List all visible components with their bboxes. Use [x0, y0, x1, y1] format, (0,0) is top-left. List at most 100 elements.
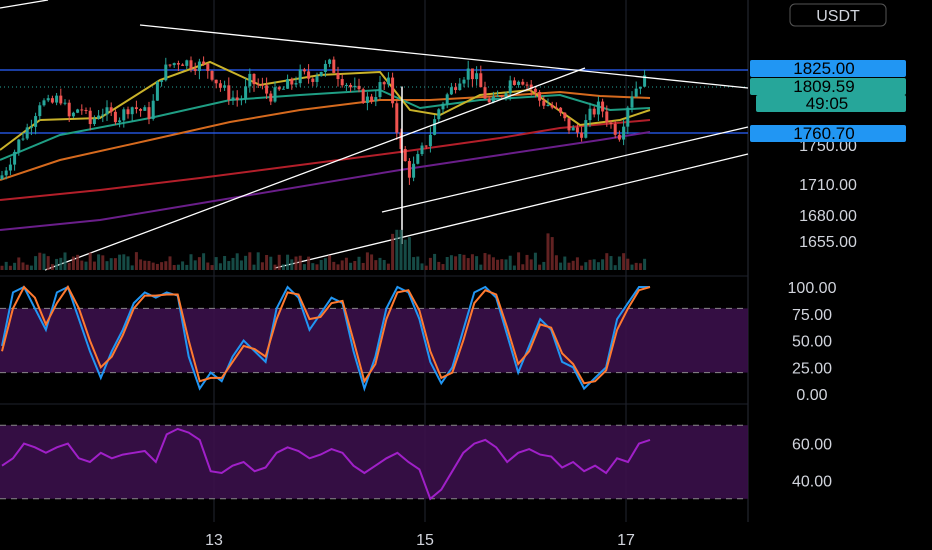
- volume-bar: [433, 253, 437, 270]
- candle-body: [319, 71, 323, 77]
- stoch-tick-label: 50.00: [792, 334, 832, 351]
- volume-bar: [626, 258, 630, 270]
- volume-bar: [638, 263, 642, 270]
- price-tag: 1809.59: [750, 77, 906, 96]
- volume-bar: [605, 253, 609, 270]
- time-tick-label: 13: [205, 532, 223, 549]
- volume-bar: [269, 256, 273, 270]
- candle-body: [357, 85, 361, 90]
- candle-body: [34, 116, 38, 127]
- price-tag-label: 49:05: [806, 94, 849, 113]
- volume-bar: [13, 262, 17, 270]
- price-tag-box: [756, 95, 906, 112]
- candle-body: [580, 132, 584, 138]
- candle-body: [273, 87, 277, 102]
- candle-body: [294, 83, 298, 85]
- candle-body: [189, 60, 193, 69]
- candle-body: [483, 87, 487, 99]
- volume-bar: [97, 254, 101, 270]
- volume-bar: [210, 265, 214, 270]
- volume-bar: [197, 257, 201, 270]
- stochastic-pane[interactable]: [0, 285, 748, 392]
- volume-bar: [445, 257, 449, 270]
- volume-bar: [458, 254, 462, 270]
- candle-body: [126, 109, 130, 115]
- volume-bar: [315, 264, 319, 270]
- volume-bar: [59, 257, 63, 270]
- candle-body: [46, 98, 50, 101]
- symbol-badge[interactable]: USDT: [789, 3, 887, 27]
- volume-bar: [55, 258, 59, 270]
- volume-bar: [307, 256, 311, 270]
- candle-body: [550, 105, 554, 108]
- price-axis[interactable]: 1655.00 1680.00 1710.00 1750.00 100.00 75.00 5…: [788, 138, 857, 490]
- stoch-d-line: [1, 285, 651, 385]
- volume-bar: [256, 252, 260, 270]
- candle-body: [479, 73, 483, 88]
- volume-bar: [231, 257, 235, 270]
- volume-bar: [496, 259, 500, 270]
- rsi-pane[interactable]: [0, 424, 748, 501]
- price-tag-label: 1825.00: [793, 59, 854, 78]
- candle-body: [105, 107, 109, 115]
- candle-body: [118, 120, 122, 123]
- volume-bar: [475, 256, 479, 270]
- volume-bar: [181, 261, 185, 270]
- volume-bar: [559, 262, 563, 270]
- volume-bar: [105, 261, 109, 270]
- candle-body: [575, 127, 579, 133]
- volume-bar: [630, 264, 634, 270]
- candle-body: [302, 69, 306, 72]
- volume-bar: [265, 254, 269, 270]
- candle-body: [391, 77, 395, 104]
- volume-bar: [139, 259, 143, 270]
- volume-bar: [239, 260, 243, 270]
- volume-bar: [374, 260, 378, 270]
- candle-body: [252, 73, 256, 85]
- volume-bar: [21, 262, 25, 270]
- price-pane[interactable]: [0, 0, 749, 271]
- volume-bar: [130, 265, 134, 270]
- volume-bar: [92, 261, 96, 270]
- volume-bar: [160, 262, 164, 270]
- candle-body: [92, 118, 96, 125]
- volume-bar: [260, 262, 264, 270]
- trendline: [139, 24, 749, 89]
- volume-bar: [311, 263, 315, 270]
- volume-bar: [395, 229, 399, 270]
- volume-bar: [441, 264, 445, 270]
- candle-body: [181, 64, 185, 66]
- volume-bar: [504, 259, 508, 270]
- volume-bar: [202, 253, 206, 270]
- candle-body: [349, 84, 353, 88]
- volume-bar: [634, 262, 638, 270]
- volume-bar: [424, 265, 428, 270]
- candle-body: [584, 120, 588, 138]
- volume-bar: [143, 260, 147, 270]
- volume-bar: [227, 261, 231, 270]
- candle-body: [638, 86, 642, 89]
- volume-bar: [298, 255, 302, 270]
- candle-body: [101, 114, 105, 116]
- volume-bar: [361, 262, 365, 270]
- candle-body: [596, 101, 600, 115]
- volume-bar: [84, 261, 88, 270]
- volume-bar: [235, 253, 239, 270]
- volume-bar: [592, 259, 596, 270]
- candle-body: [538, 91, 542, 101]
- volume-bar: [601, 259, 605, 270]
- candle-body: [428, 134, 432, 147]
- volume-bar: [109, 258, 113, 270]
- volume-bar: [420, 263, 424, 270]
- price-tick-label: 1710.00: [799, 177, 857, 194]
- candle-body: [617, 134, 621, 140]
- volume-bar: [34, 256, 38, 270]
- volume-bar: [126, 256, 130, 270]
- volume-bar: [550, 237, 554, 270]
- rsi-tick-label: 40.00: [792, 473, 832, 490]
- volume-bar: [521, 264, 525, 270]
- volume-bar: [42, 253, 46, 270]
- candle-body: [97, 115, 101, 119]
